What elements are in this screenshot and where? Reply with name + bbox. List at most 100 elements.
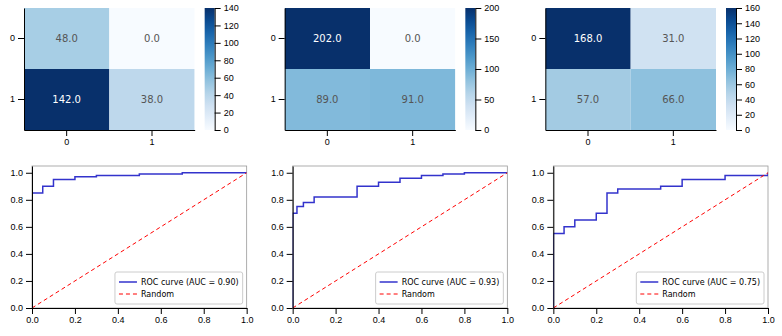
- line: [32, 173, 247, 308]
- tick: 0.6: [676, 308, 689, 325]
- data-label: 202.0: [313, 33, 342, 44]
- tick-label: 0: [10, 33, 15, 43]
- tick: 0.2: [271, 276, 293, 286]
- tick: 0.8: [719, 308, 732, 325]
- cells: [545, 8, 716, 130]
- tick: 0.6: [416, 308, 429, 325]
- tick-label: 1.0: [532, 168, 545, 178]
- tick-label: 0.4: [112, 315, 125, 325]
- tick-mark: [547, 281, 553, 282]
- data-label: 38.0: [141, 94, 163, 105]
- tick: 100: [475, 64, 499, 74]
- tick-label: 50: [484, 95, 494, 105]
- tick-mark: [412, 130, 413, 136]
- tick: 0.8: [198, 308, 211, 325]
- tick-label: 1: [531, 94, 536, 104]
- tick-mark: [725, 308, 726, 314]
- tick-mark: [736, 84, 742, 85]
- tick-mark: [379, 308, 380, 314]
- cell: [285, 8, 370, 69]
- legend-handle: [380, 294, 398, 295]
- tick: 0.2: [591, 308, 604, 325]
- data-label: 0.0: [405, 33, 421, 44]
- tick-mark: [204, 308, 205, 314]
- line: [553, 173, 768, 308]
- tick-mark: [215, 78, 221, 79]
- legend-label: Random: [141, 290, 174, 299]
- tick: 120: [736, 34, 760, 44]
- cells: [24, 8, 195, 130]
- legend-box: [636, 272, 764, 304]
- tick: 100: [736, 49, 760, 59]
- tick-label: 0.6: [155, 315, 168, 325]
- tick: 20: [215, 108, 234, 118]
- cell-labels: 202.00.089.091.0: [313, 33, 424, 105]
- tick-label: 1.0: [241, 315, 254, 325]
- tick: 0.4: [271, 249, 293, 259]
- axis-line: [554, 308, 769, 309]
- tick-mark: [215, 43, 221, 44]
- colorbar-fill: [465, 8, 475, 130]
- tick-label: 40: [745, 95, 755, 105]
- colorbar-axis: 020406080100120140: [215, 3, 239, 135]
- tick-label: 100: [224, 38, 239, 48]
- y-axis: 0.00.20.40.60.81.0: [10, 167, 32, 314]
- tick-mark: [118, 308, 119, 314]
- line: [293, 173, 508, 308]
- tick-label: 1.0: [271, 168, 284, 178]
- tick-mark: [215, 130, 221, 131]
- figure: 48.00.0142.038.0010102040608010012014020…: [0, 0, 782, 336]
- tick-label: 0: [745, 125, 750, 135]
- tick-mark: [287, 281, 293, 282]
- tick-mark: [293, 308, 294, 314]
- tick: 120: [215, 21, 239, 31]
- tick-label: 0.4: [271, 249, 284, 259]
- tick-mark: [539, 38, 545, 39]
- x-axis: 01: [546, 130, 717, 147]
- tick: 80: [215, 56, 234, 66]
- tick: 140: [215, 3, 239, 13]
- tick-label: 150: [484, 34, 499, 44]
- tick-mark: [287, 173, 293, 174]
- cell-labels: 168.031.057.066.0: [574, 33, 685, 105]
- tick: 200: [475, 3, 499, 13]
- tick: 0.8: [459, 308, 472, 325]
- tick-mark: [152, 130, 153, 136]
- tick-label: 0.8: [10, 195, 23, 205]
- cell: [24, 69, 109, 130]
- tick-label: 0.0: [532, 303, 545, 313]
- tick: 0: [475, 125, 489, 135]
- tick-label: 0.2: [591, 315, 604, 325]
- tick-mark: [215, 25, 221, 26]
- tick-mark: [539, 99, 545, 100]
- tick-label: 0.8: [532, 195, 545, 205]
- tick-mark: [336, 308, 337, 314]
- tick: 1: [149, 130, 154, 147]
- tick-label: 1: [410, 137, 415, 147]
- tick-label: 0.0: [287, 315, 300, 325]
- tick-mark: [596, 308, 597, 314]
- tick-label: 0.2: [69, 315, 82, 325]
- tick-mark: [161, 308, 162, 314]
- tick-label: 0: [531, 33, 536, 43]
- legend-label: Random: [402, 290, 435, 299]
- cell: [370, 8, 455, 69]
- data-label: 142.0: [52, 94, 81, 105]
- tick-label: 140: [745, 19, 760, 29]
- tick-mark: [736, 23, 742, 24]
- tick: 150: [475, 34, 499, 44]
- tick: 1: [531, 94, 545, 104]
- tick-label: 120: [745, 34, 760, 44]
- tick: 1.0: [532, 168, 554, 178]
- tick-mark: [475, 8, 481, 9]
- tick: 1.0: [10, 168, 32, 178]
- axis-line: [553, 167, 554, 309]
- tick: 0.4: [532, 249, 554, 259]
- tick-label: 40: [224, 91, 234, 101]
- tick-label: 60: [224, 73, 234, 83]
- legend-label: ROC curve (AUC = 0.93): [402, 278, 500, 287]
- tick-mark: [547, 308, 553, 309]
- tick: 140: [736, 19, 760, 29]
- tick: 0.4: [10, 249, 32, 259]
- axis-line: [33, 308, 248, 309]
